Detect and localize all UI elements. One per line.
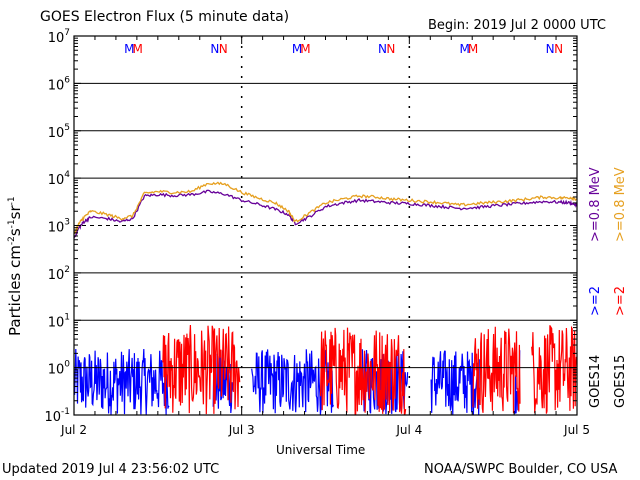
x-tick-label-3: Jul 5 <box>563 423 590 437</box>
series-goes14-08mev <box>73 189 578 239</box>
legend-goes15-08mev: >=0.8 MeV <box>613 167 628 242</box>
legend-goes14: GOES14 <box>588 354 603 408</box>
position-marker-7: N <box>386 42 395 56</box>
series-goes15-2mev-segment-3 <box>531 325 577 414</box>
position-marker-0: M <box>124 42 134 56</box>
x-tick-label-2: Jul 4 <box>395 423 422 437</box>
position-marker-1: M <box>133 42 143 56</box>
position-marker-11: N <box>554 42 563 56</box>
begin-time: Begin: 2019 Jul 2 0000 UTC <box>428 18 606 33</box>
y-tick-label-8: 107 <box>48 28 70 46</box>
y-tick-label-2: 101 <box>48 312 70 330</box>
legend-goes14-2mev: >=2 <box>588 285 603 316</box>
series-goes14-2mev-segment-1 <box>212 349 234 414</box>
legend-goes15-2mev: >=2 <box>613 285 628 316</box>
y-tick-label-5: 104 <box>48 170 71 188</box>
series-goes15-2mev-segment-2 <box>472 326 521 414</box>
position-marker-4: M <box>292 42 302 56</box>
legend-goes14-08mev: >=0.8 MeV <box>588 167 603 242</box>
credit-text: NOAA/SWPC Boulder, CO USA <box>424 462 618 477</box>
y-tick-label-7: 106 <box>48 75 71 93</box>
y-tick-label-4: 103 <box>48 218 70 236</box>
position-marker-10: N <box>546 42 555 56</box>
y-axis-title: Particles cm-2s-1sr-1 <box>6 196 24 336</box>
series-goes15-08mev <box>73 181 577 235</box>
position-marker-5: M <box>300 42 310 56</box>
y-tick-label-3: 102 <box>48 265 70 283</box>
position-marker-2: N <box>210 42 219 56</box>
updated-timestamp: Updated 2019 Jul 4 23:56:02 UTC <box>2 462 220 477</box>
y-tick-label-0: 10-1 <box>44 407 70 425</box>
chart-title: GOES Electron Flux (5 minute data) <box>40 9 290 25</box>
position-marker-9: M <box>468 42 478 56</box>
x-tick-label-0: Jul 2 <box>60 423 87 437</box>
position-marker-6: N <box>378 42 387 56</box>
x-axis-title: Universal Time <box>276 443 366 457</box>
series-goes15-2mev-segment-0 <box>162 324 241 415</box>
series-goes15-2mev-segment-1 <box>319 327 407 415</box>
position-marker-3: N <box>219 42 228 56</box>
legend-goes15: GOES15 <box>613 354 628 408</box>
series-goes14-2mev-segment-0 <box>74 348 170 415</box>
series-goes14-2mev-segment-2 <box>251 349 334 415</box>
y-tick-label-6: 105 <box>48 123 70 141</box>
position-marker-8: M <box>459 42 469 56</box>
x-tick-label-1: Jul 3 <box>228 423 255 437</box>
y-tick-label-1: 100 <box>48 360 71 378</box>
series-goes14-2mev-segment-4 <box>430 350 480 415</box>
